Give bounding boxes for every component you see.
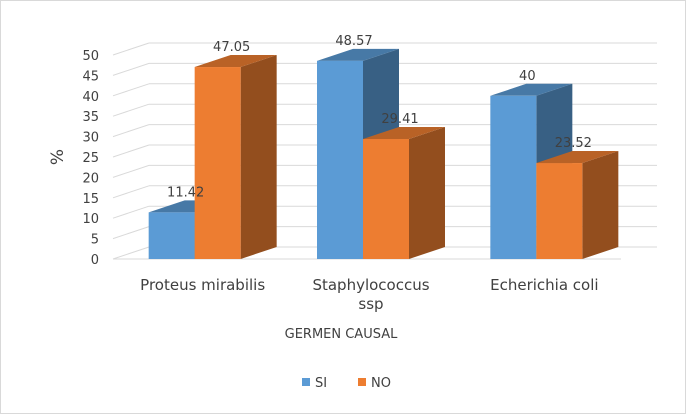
- y-tick-label: 40: [82, 90, 99, 105]
- bar-no-1: [363, 127, 445, 259]
- bar-top: [317, 48, 399, 61]
- bar-no-2: [536, 151, 619, 259]
- gridline-side: [112, 103, 150, 117]
- data-label: 29.41: [381, 112, 418, 127]
- bar-front: [148, 212, 195, 259]
- data-labels: 11.42 47.05 48.57 29.41 40 23.52: [167, 34, 592, 201]
- y-tick-label: 30: [82, 131, 99, 146]
- gridline-side: [112, 226, 150, 240]
- gridline-side: [112, 144, 150, 158]
- gridline-side: [112, 42, 150, 56]
- legend-label-si: SI: [315, 376, 327, 391]
- gridline-side: [112, 205, 150, 219]
- legend-label-no: NO: [371, 376, 391, 391]
- data-label: 48.57: [335, 34, 372, 49]
- category-label: ssp: [358, 295, 383, 313]
- category-label: Staphylococcus: [312, 276, 429, 294]
- gridline-side: [112, 124, 150, 138]
- bar-front: [536, 163, 583, 259]
- x-axis-title: GERMEN CAUSAL: [285, 327, 398, 342]
- bar-front: [317, 60, 363, 260]
- y-tick-label: 50: [82, 49, 99, 64]
- bar-front: [363, 139, 409, 259]
- y-tick-label: 0: [91, 253, 99, 268]
- y-tick-label: 35: [82, 110, 99, 125]
- bar-front: [194, 67, 241, 259]
- data-label: 40: [519, 69, 536, 84]
- y-axis-title: %: [48, 149, 68, 165]
- bar-side: [582, 151, 619, 259]
- bar-top: [363, 127, 445, 140]
- y-tick-label: 5: [91, 233, 99, 248]
- gridline-side: [112, 164, 150, 178]
- y-axis-ticks: 0 5 10 15 20 25 30 35 40 45 50: [82, 49, 99, 268]
- gridline-side: [112, 83, 150, 97]
- data-label: 11.42: [167, 185, 204, 200]
- y-tick-label: 20: [82, 171, 99, 186]
- gridline-side: [112, 62, 150, 76]
- bar-top: [490, 83, 573, 96]
- y-tick-label: 10: [82, 212, 99, 227]
- data-label: 23.52: [555, 136, 592, 151]
- category-label: Proteus mirabilis: [140, 276, 265, 294]
- bar-side: [409, 127, 445, 259]
- legend-swatch-si: [302, 378, 310, 386]
- legend-swatch-no: [358, 378, 366, 386]
- bar-top: [194, 55, 277, 68]
- y-tick-label: 25: [82, 151, 99, 166]
- bars: [148, 48, 619, 260]
- category-label: Echerichia coli: [490, 276, 598, 294]
- y-tick-label: 45: [82, 69, 99, 84]
- bar-top: [536, 151, 619, 164]
- gridline-side: [112, 246, 150, 260]
- bar-no-0: [194, 55, 277, 260]
- y-tick-label: 15: [82, 192, 99, 207]
- data-label: 47.05: [213, 40, 250, 55]
- bar-side: [240, 55, 277, 260]
- bar-front: [490, 95, 537, 259]
- gridline-side: [112, 185, 150, 199]
- legend: SI NO: [302, 376, 391, 391]
